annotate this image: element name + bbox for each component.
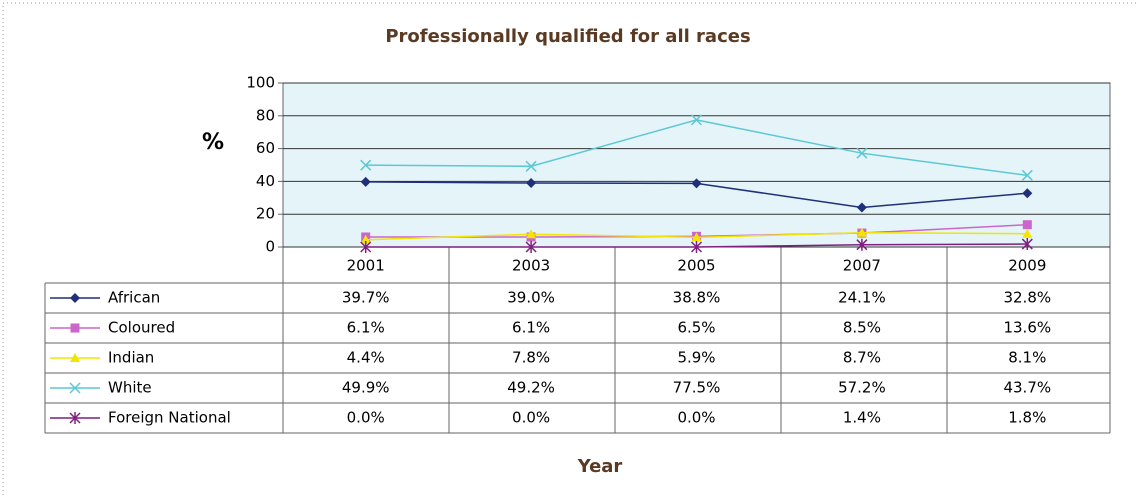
y-tick-label: 0 <box>265 238 275 256</box>
table-value: 24.1% <box>838 289 886 307</box>
table-value: 39.0% <box>507 289 555 307</box>
marker <box>525 160 537 172</box>
y-tick-label: 40 <box>256 172 275 190</box>
legend-marker <box>70 293 80 303</box>
marker <box>360 234 371 244</box>
table-value: 6.5% <box>677 319 715 337</box>
table-value: 1.4% <box>843 409 881 427</box>
marker <box>856 227 867 237</box>
table-value: 1.8% <box>1008 409 1046 427</box>
table-value: 0.0% <box>512 409 550 427</box>
marker <box>1022 188 1033 199</box>
x-tick-label: 2003 <box>512 257 550 275</box>
x-tick-label: 2009 <box>1008 257 1046 275</box>
x-tick-label: 2005 <box>677 257 715 275</box>
table-value: 0.0% <box>347 409 385 427</box>
table-value: 0.0% <box>677 409 715 427</box>
table-value: 8.5% <box>843 319 881 337</box>
marker <box>691 232 702 242</box>
marker <box>691 178 702 189</box>
marker <box>856 202 867 213</box>
table-value: 7.8% <box>512 349 550 367</box>
legend-label: Indian <box>108 349 154 367</box>
table-value: 38.8% <box>673 289 721 307</box>
marker <box>525 241 537 253</box>
y-tick-label: 100 <box>246 74 275 92</box>
table-value: 8.7% <box>843 349 881 367</box>
marker <box>360 241 372 253</box>
chart-title: Professionally qualified for all races <box>385 26 750 47</box>
table-value: 8.1% <box>1008 349 1046 367</box>
marker <box>1022 228 1033 238</box>
y-axis-label: % <box>202 130 224 155</box>
legend-marker <box>70 323 80 333</box>
marker <box>526 178 537 189</box>
table-value: 5.9% <box>677 349 715 367</box>
legend-marker <box>70 353 80 362</box>
marker <box>856 238 868 251</box>
y-tick-label: 60 <box>256 139 275 157</box>
marker <box>856 147 868 159</box>
y-tick-label: 80 <box>256 106 275 124</box>
marker <box>360 159 372 171</box>
marker <box>526 229 537 239</box>
x-axis-label: Year <box>577 456 623 477</box>
table-value: 6.1% <box>347 319 385 337</box>
marker <box>1021 169 1033 181</box>
marker <box>690 241 703 253</box>
marker <box>1021 238 1033 251</box>
legend-label: African <box>108 289 160 307</box>
table-value: 32.8% <box>1003 289 1051 307</box>
legend-label: Foreign National <box>108 409 231 427</box>
legend-label: Coloured <box>108 319 175 337</box>
table-value: 13.6% <box>1003 319 1051 337</box>
table-value: 49.9% <box>342 379 390 397</box>
data-table-grid <box>44 246 1111 434</box>
legend-marker <box>69 382 81 394</box>
legend-label: White <box>108 379 152 397</box>
marker <box>1022 220 1032 230</box>
y-tick-label: 20 <box>256 205 275 223</box>
marker <box>360 176 371 187</box>
table-value: 43.7% <box>1003 379 1051 397</box>
table-value: 77.5% <box>673 379 721 397</box>
table-value: 49.2% <box>507 379 555 397</box>
table-value: 6.1% <box>512 319 550 337</box>
marker <box>690 114 703 126</box>
table-value: 4.4% <box>347 349 385 367</box>
x-tick-label: 2001 <box>347 257 385 275</box>
x-tick-label: 2007 <box>843 257 881 275</box>
table-value: 57.2% <box>838 379 886 397</box>
table-value: 39.7% <box>342 289 390 307</box>
legend-marker <box>69 412 81 424</box>
